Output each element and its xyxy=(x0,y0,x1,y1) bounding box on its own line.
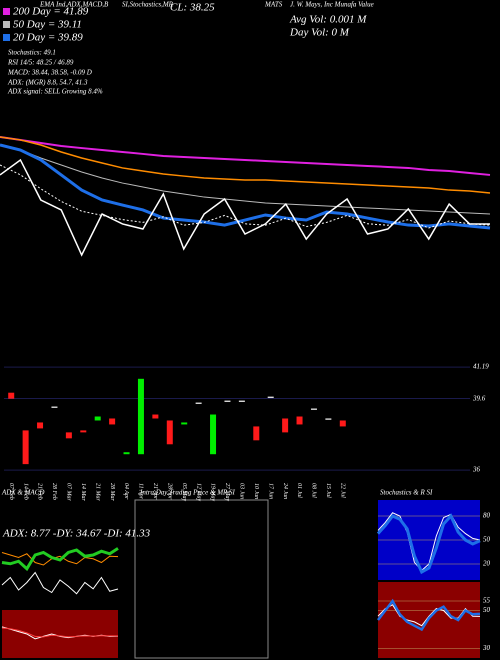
series-line xyxy=(1,571,119,595)
intraday-box xyxy=(134,499,269,659)
candle-body xyxy=(80,430,87,433)
candle-body xyxy=(282,418,289,433)
candle-body xyxy=(310,408,317,410)
candle-body xyxy=(224,400,231,402)
annotation: ADX: (MGR) 8.8, 54.7, 41.3 xyxy=(7,79,88,87)
y-tick-label: 50 xyxy=(483,606,491,614)
y-tick-label: 55 xyxy=(483,597,491,605)
candle-body xyxy=(22,430,29,465)
annotation: MACD: 38.44, 38.58, -0.09 D xyxy=(7,69,92,77)
annotation: MATS xyxy=(264,1,283,9)
series-line xyxy=(0,136,491,194)
candle-body xyxy=(238,400,245,402)
legend-swatch xyxy=(3,8,10,15)
x-tick-label: 01 Jul xyxy=(296,483,302,498)
chart-title: Intra Day Trading Price & MR SI xyxy=(139,489,236,497)
candle-body xyxy=(65,432,72,439)
x-tick-label: 28 Mar xyxy=(109,483,115,501)
legend-swatch xyxy=(3,21,10,28)
series-line xyxy=(1,552,119,566)
y-tick-label: 41.19 xyxy=(473,363,489,371)
candle-body xyxy=(137,378,144,455)
candle-body xyxy=(210,414,217,455)
x-tick-label: 28 Apr xyxy=(166,483,172,500)
x-tick-label: 28 Feb xyxy=(51,483,57,500)
legend-label: 20 Day = 39.89 xyxy=(13,32,83,44)
series-line xyxy=(377,598,481,632)
x-tick-label: 07 Mar xyxy=(66,483,72,501)
chart-title: J. W. Mays, Inc Munafa Value xyxy=(290,1,374,9)
x-tick-label: 11 Apr xyxy=(138,483,144,500)
x-tick-label: 08 Jul xyxy=(311,483,317,498)
y-tick-label: 20 xyxy=(483,560,491,568)
candle-body xyxy=(37,422,44,429)
legend-label: 200 Day = 41.89 xyxy=(13,6,89,18)
annotation: Stochastics: 49.1 xyxy=(8,49,56,57)
x-tick-label: 27 May xyxy=(224,483,230,501)
x-tick-label: 14 Feb xyxy=(22,483,29,500)
legend-swatch xyxy=(3,34,10,41)
candle-body xyxy=(152,414,159,419)
x-tick-label: 05 May xyxy=(181,483,187,501)
x-tick-label: 19 May xyxy=(210,483,216,501)
x-tick-label: 07 Feb xyxy=(8,483,14,500)
annotation: EMA Ind,ADX,MACD,B xyxy=(39,1,109,9)
candle-body xyxy=(8,392,15,399)
x-tick-label: 03 Jun xyxy=(239,483,245,499)
annotation: SI,Stochastics,MR xyxy=(122,1,174,9)
panel-background xyxy=(2,610,118,658)
annotation: RSI 14/5: 48.25 / 46.89 xyxy=(7,59,74,67)
x-tick-label: 10 Jun xyxy=(253,483,259,499)
chart-title: Stochastics & R SI xyxy=(380,489,433,497)
y-tick-label: 36 xyxy=(472,466,481,474)
x-tick-label: 21 Apr xyxy=(152,483,158,500)
x-tick-label: 15 Jul xyxy=(325,483,331,498)
series-line xyxy=(1,547,119,572)
x-tick-label: 17 Jun xyxy=(267,483,273,499)
y-tick-label: 30 xyxy=(482,644,491,652)
candle-body xyxy=(296,416,303,425)
candle-body xyxy=(94,416,101,421)
annotation: CL: 38.25 xyxy=(170,2,215,14)
x-tick-label: 04 Apr xyxy=(123,483,130,500)
annotation: Avg Vol: 0.001 M xyxy=(289,14,367,26)
y-tick-label: 50 xyxy=(483,536,491,544)
candle-body xyxy=(123,452,130,455)
x-tick-label: 24 Jun xyxy=(282,483,289,499)
candle-body xyxy=(325,418,332,420)
legend-label: 50 Day = 39.11 xyxy=(13,19,82,31)
annotation: Day Vol: 0 M xyxy=(289,27,350,39)
series-line xyxy=(1,627,118,638)
candle-body xyxy=(195,402,202,404)
x-tick-label: 14 Mar xyxy=(80,483,87,501)
y-tick-label: 80 xyxy=(483,512,491,520)
x-tick-label: 21 Mar xyxy=(94,483,100,501)
y-tick-label: 39.6 xyxy=(472,394,486,402)
series-line xyxy=(0,143,491,230)
candle-body xyxy=(339,420,346,427)
x-tick-label: 22 Jul xyxy=(339,483,345,498)
candle-body xyxy=(166,420,173,445)
annotation: ADX: 8.77 -DY: 34.67 -DI: 41.33 xyxy=(2,528,151,540)
series-line xyxy=(0,158,490,257)
candle-body xyxy=(109,418,116,425)
x-tick-label: 21 Feb xyxy=(37,483,43,500)
x-tick-label: 12 May xyxy=(195,483,201,501)
candle-body xyxy=(181,422,188,425)
series-line xyxy=(0,136,491,176)
candle-body xyxy=(253,426,260,441)
candle-body xyxy=(51,406,58,408)
chart-title: ADX & MACD xyxy=(1,489,44,497)
candle-body xyxy=(267,396,274,398)
series-line xyxy=(376,513,481,575)
annotation: ADX signal: SELL Growing 8.4% xyxy=(7,88,103,96)
